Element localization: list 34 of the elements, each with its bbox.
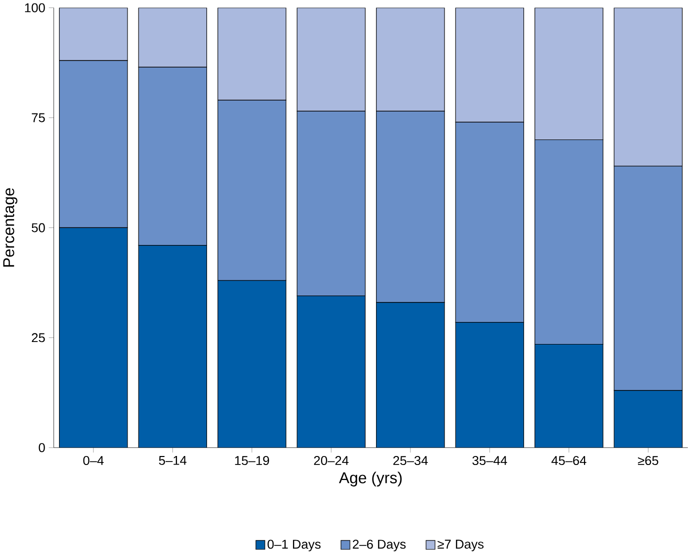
y-tick-label: 100 <box>25 3 45 12</box>
y-tick-label: 75 <box>32 113 45 122</box>
bar <box>456 322 524 448</box>
x-tick-label: 25–34 <box>393 456 428 466</box>
bar <box>138 8 208 68</box>
bar <box>297 296 366 448</box>
bar <box>138 245 207 448</box>
y-tick-label: 50 <box>32 223 45 232</box>
y-tick-label: 25 <box>32 333 45 342</box>
x-tick-label: 45–64 <box>551 456 586 466</box>
bar <box>614 8 683 166</box>
bar <box>218 280 286 448</box>
y-axis-title: Percentage <box>3 188 18 267</box>
bar <box>614 390 683 448</box>
bar <box>376 8 445 112</box>
legend-label: 2–6 Days <box>352 540 406 552</box>
bar <box>376 302 444 448</box>
x-axis-title: Age (yrs) <box>338 472 402 486</box>
x-tick-label: ≥65 <box>638 456 658 466</box>
bar <box>218 8 286 100</box>
y-tick-label: 0 <box>38 443 45 452</box>
bar <box>59 228 128 448</box>
x-tick-label: 35–44 <box>472 456 508 466</box>
x-tick-label: 0–4 <box>83 456 104 466</box>
bar <box>296 8 366 112</box>
bar <box>455 8 524 122</box>
x-tick-label: 5–14 <box>158 456 186 465</box>
legend-label: ≥7 Days <box>438 540 484 552</box>
bar <box>534 344 604 448</box>
legend-label: 0–1 Days <box>268 540 321 552</box>
x-tick-label: 20–24 <box>314 456 349 466</box>
x-tick-label: 15–19 <box>235 456 270 466</box>
bar <box>534 8 604 140</box>
bar <box>59 8 128 61</box>
